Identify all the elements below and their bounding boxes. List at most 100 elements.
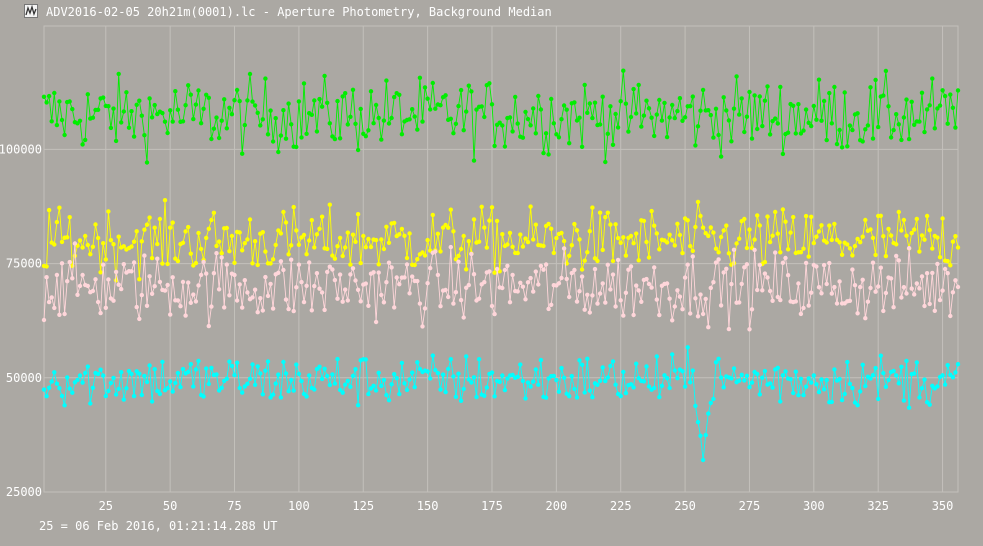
data-point [708,285,713,291]
data-point [693,296,698,301]
data-point [664,376,670,381]
data-point [417,75,423,81]
data-point [209,136,214,142]
data-point [706,411,711,416]
data-point [924,213,930,219]
data-point [603,159,608,165]
data-point [734,74,739,79]
data-point [211,126,217,131]
data-point [592,100,598,105]
data-point [245,98,250,103]
data-point [111,242,116,247]
data-point [798,131,804,136]
data-point [312,387,317,392]
data-point [785,273,791,278]
data-point [325,269,330,275]
data-point [891,127,896,133]
data-point [214,372,219,377]
data-point [896,258,901,263]
data-point [363,134,368,139]
data-point [294,228,299,233]
title-bar: ADV2016-02-05 20h21m(0001).lc - Aperture… [0,0,983,24]
data-point [211,271,217,276]
data-point [162,119,168,124]
data-point [680,307,685,312]
data-point [389,115,394,121]
data-point [149,115,155,120]
data-point [458,246,464,252]
data-point [809,214,814,219]
data-point [621,369,626,375]
data-point [345,378,350,384]
data-point [368,244,374,250]
series-line [43,347,959,461]
data-point [801,128,806,133]
x-tick-label: 250 [674,499,696,513]
data-point [816,229,822,234]
data-point [631,241,636,246]
data-point [309,112,314,118]
data-point [579,267,585,272]
data-point [878,353,883,358]
data-point [186,369,191,375]
data-point [278,133,284,138]
data-point [579,144,585,149]
data-point [680,250,685,256]
data-point [149,255,155,261]
data-point [412,384,417,390]
data-point [605,131,610,136]
data-point [670,352,675,357]
data-point [688,311,693,316]
data-point [224,376,229,381]
data-point [950,375,956,380]
data-point [675,376,680,381]
data-point [428,265,433,271]
data-point [240,151,245,156]
data-point [770,385,775,390]
data-point [446,225,451,230]
data-point [608,287,613,292]
data-point [397,282,402,287]
y-axis: 25000 50000 75000 100000 [0,142,42,499]
data-point [739,372,744,377]
x-tick-label: 225 [610,499,632,513]
data-point [757,262,762,268]
data-point [881,370,886,376]
data-point [471,158,477,163]
data-point [543,262,549,267]
data-point [330,267,335,272]
data-point [471,217,477,222]
data-point [507,230,513,236]
data-point [173,380,178,386]
data-point [533,222,538,227]
data-point [610,142,616,147]
data-point [731,366,737,371]
data-point [180,119,186,124]
data-point [247,217,253,222]
data-point [698,213,703,219]
data-point [850,127,855,133]
data-point [322,73,327,79]
data-point [247,376,253,381]
data-point [494,218,500,224]
data-point [482,225,487,230]
data-point [448,357,453,362]
data-point [930,246,935,251]
data-point [368,89,374,94]
data-point [837,127,842,133]
data-point [121,244,127,249]
data-point [75,377,80,383]
data-point [641,218,647,224]
data-point [788,230,793,235]
data-point [634,111,639,116]
data-point [780,260,786,265]
data-point [654,297,659,302]
data-point [106,104,111,109]
data-point [737,300,742,305]
data-point [546,306,551,312]
data-point [435,370,441,376]
data-point [845,242,850,247]
data-point [610,359,616,364]
data-point [737,112,742,117]
data-point [724,266,729,271]
